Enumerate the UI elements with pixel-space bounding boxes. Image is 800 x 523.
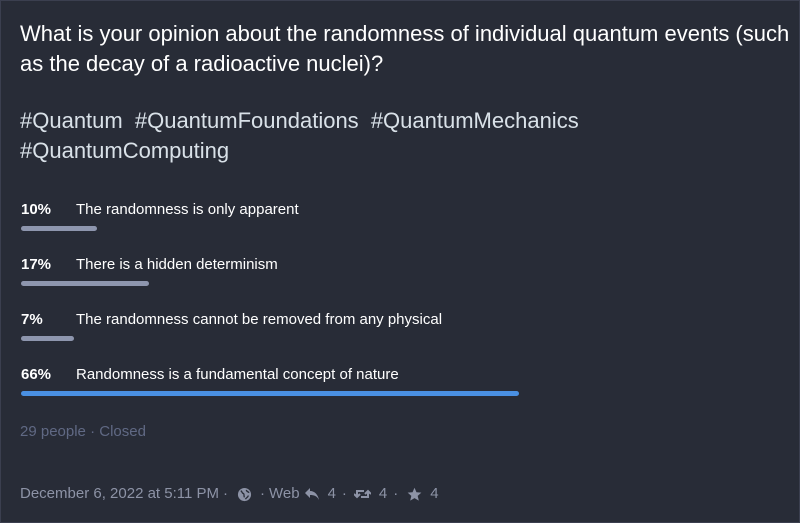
poll-option-bar	[21, 281, 149, 286]
hashtag-quantum-computing[interactable]: #QuantumComputing	[20, 138, 230, 163]
poll-option-percent: 7%	[21, 311, 43, 328]
status-meta: December 6, 2022 at 5:11 PM · · Web 4 · …	[20, 485, 441, 503]
globe-icon	[235, 485, 253, 503]
hashtag-quantum[interactable]: #Quantum	[20, 108, 123, 133]
reply-count: 4	[327, 485, 336, 502]
poll-option: 17% There is a hidden determinism	[21, 256, 781, 300]
separator: ·	[90, 423, 96, 440]
poll-option: 10% The randomness is only apparent	[21, 201, 781, 245]
hashtags: #Quantum #QuantumFoundations #QuantumMec…	[20, 106, 790, 166]
separator: ·	[341, 485, 347, 502]
poll-option-label: The randomness cannot be removed from an…	[76, 311, 443, 328]
poll-voters-count: 29 people	[20, 423, 86, 440]
poll-footer: 29 people · Closed	[20, 423, 146, 441]
poll-option-percent: 10%	[21, 201, 52, 218]
poll-option: 7% The randomness cannot be removed from…	[21, 311, 781, 355]
status-question-text: What is your opinion about the randomnes…	[20, 21, 790, 76]
reply-icon[interactable]	[303, 485, 321, 503]
favourite-count: 4	[430, 485, 439, 502]
boost-count: 4	[378, 485, 388, 502]
separator: ·	[223, 485, 228, 502]
boost-icon[interactable]	[354, 485, 372, 503]
poll-option-bar	[21, 336, 74, 341]
application-name: Web	[269, 485, 300, 502]
separator: ·	[393, 485, 399, 502]
poll-state: Closed	[99, 423, 146, 440]
star-icon[interactable]	[405, 485, 423, 503]
poll-option: 66% Randomness is a fundamental concept …	[21, 366, 781, 410]
hashtag-quantum-mechanics[interactable]: #QuantumMechanics	[370, 108, 579, 133]
poll-option-label: Randomness is a fundamental concept of n…	[76, 366, 399, 383]
poll-option-percent: 66%	[21, 366, 52, 383]
poll-option-percent: 17%	[21, 256, 52, 273]
status-timestamp[interactable]: December 6, 2022 at 5:11 PM	[20, 485, 219, 502]
poll-option-label: The randomness is only apparent	[76, 201, 299, 218]
poll-option-bar	[21, 226, 97, 231]
separator: ·	[260, 485, 265, 502]
hashtag-quantum-foundations[interactable]: #QuantumFoundations	[134, 108, 359, 133]
poll-option-bar	[21, 391, 519, 396]
poll-option-label: There is a hidden determinism	[76, 256, 278, 273]
